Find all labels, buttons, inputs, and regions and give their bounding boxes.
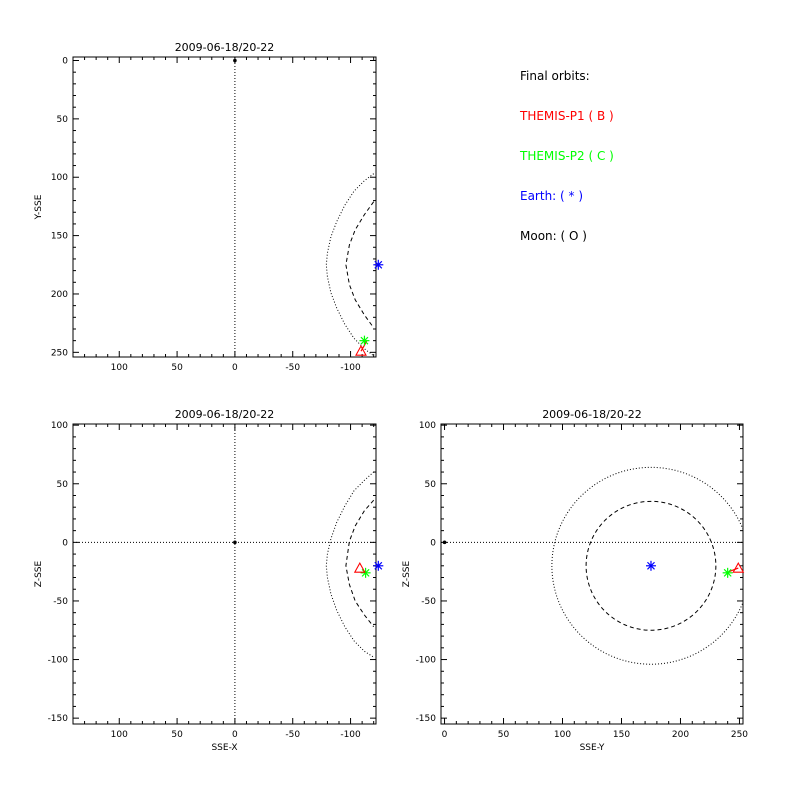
legend-item-moon: Moon: ( O ) xyxy=(520,229,587,243)
x-tick-label: 0 xyxy=(442,730,448,740)
legend-item-themis-p1: THEMIS-P1 ( B ) xyxy=(519,109,614,123)
themis-p2-marker xyxy=(360,567,371,578)
y-tick-label: 0 xyxy=(62,57,68,67)
plot-area xyxy=(73,424,376,724)
y-tick-label: 150 xyxy=(51,232,68,242)
earth-marker xyxy=(645,560,656,571)
magnetopause-circle xyxy=(585,500,717,631)
x-tick-label: 50 xyxy=(498,730,510,740)
x-tick-label: 100 xyxy=(111,363,128,373)
y-axis-label: Z-SSE xyxy=(402,561,412,588)
panel-title: 2009-06-18/20-22 xyxy=(175,41,275,54)
y-tick-label: 50 xyxy=(57,480,69,490)
y-tick-label: 100 xyxy=(51,173,68,183)
y-tick-label: -100 xyxy=(48,656,69,666)
legend: Final orbits: THEMIS-P1 ( B ) THEMIS-P2 … xyxy=(519,69,614,243)
y-axis-label: Z-SSE xyxy=(34,561,44,588)
y-tick-label: 100 xyxy=(51,421,68,431)
earth-marker xyxy=(373,259,384,270)
legend-item-earth: Earth: ( * ) xyxy=(520,189,583,203)
x-tick-label: 150 xyxy=(613,730,630,740)
x-tick-label: -100 xyxy=(340,730,361,740)
x-tick-label: -100 xyxy=(340,363,361,373)
origin-dot xyxy=(233,540,237,545)
magnetopause-curve xyxy=(345,499,375,628)
x-tick-label: 200 xyxy=(672,730,689,740)
plot-area xyxy=(233,57,375,357)
themis-p2-marker xyxy=(722,567,733,578)
legend-heading: Final orbits: xyxy=(520,69,590,83)
x-axis-label: SSE-X xyxy=(211,743,237,753)
x-tick-label: 100 xyxy=(554,730,571,740)
panel-title: 2009-06-18/20-22 xyxy=(175,408,275,421)
themis-p1-marker xyxy=(355,345,367,356)
y-tick-label: 200 xyxy=(51,290,68,300)
plot-frame xyxy=(72,423,377,725)
x-tick-label: 50 xyxy=(171,363,183,373)
y-tick-label: -50 xyxy=(53,597,68,607)
y-tick-label: -100 xyxy=(416,656,437,666)
origin-dot xyxy=(442,540,447,545)
y-tick-label: 50 xyxy=(425,480,437,490)
plot-area xyxy=(441,466,743,665)
plot-frame xyxy=(440,423,744,725)
origin-dot xyxy=(233,58,237,63)
x-tick-label: -50 xyxy=(285,363,300,373)
y-tick-label: -50 xyxy=(421,597,436,607)
themis-p1-marker xyxy=(353,562,366,573)
bow-shock-curve xyxy=(325,173,375,357)
panel-title: 2009-06-18/20-22 xyxy=(542,408,642,421)
panel-yz-plot: 2009-06-18/20-22 SSE-Y Z-SSE 0 50 100 150 200 25… xyxy=(402,408,748,753)
y-tick-label: 50 xyxy=(57,115,69,125)
panel-xy-plot: 2009-06-18/20-22 Y-SSE 100 50 0 -50 -100 0 50 100… xyxy=(34,41,384,373)
y-tick-label: 100 xyxy=(419,421,436,431)
bow-shock-circle xyxy=(551,466,743,665)
x-axis-label: SSE-Y xyxy=(580,743,605,753)
x-tick-label: 50 xyxy=(171,730,183,740)
x-tick-label: -50 xyxy=(285,730,300,740)
x-tick-label: 0 xyxy=(232,363,238,373)
x-tick-label: 250 xyxy=(731,730,748,740)
legend-item-themis-p2: THEMIS-P2 ( C ) xyxy=(519,149,614,163)
y-tick-label: -150 xyxy=(48,714,69,724)
panel-xz-plot: 2009-06-18/20-22 SSE-X Z-SSE 100 50 0 -50 -100 1… xyxy=(34,408,384,753)
x-tick-label: 0 xyxy=(232,730,238,740)
magnetopause-curve xyxy=(345,201,375,329)
x-tick-label: 100 xyxy=(111,730,128,740)
orbit-trace xyxy=(728,567,739,573)
plot-frame xyxy=(72,56,377,358)
themis-p2-marker xyxy=(359,335,370,346)
y-tick-label: 0 xyxy=(62,538,68,548)
earth-marker xyxy=(373,560,384,571)
themis-p1-marker xyxy=(732,562,745,573)
y-tick-label: 0 xyxy=(430,538,436,548)
bow-shock-curve xyxy=(325,471,375,658)
y-tick-label: -150 xyxy=(416,714,437,724)
y-tick-label: 250 xyxy=(51,348,68,358)
y-axis-label: Y-SSE xyxy=(34,194,44,220)
